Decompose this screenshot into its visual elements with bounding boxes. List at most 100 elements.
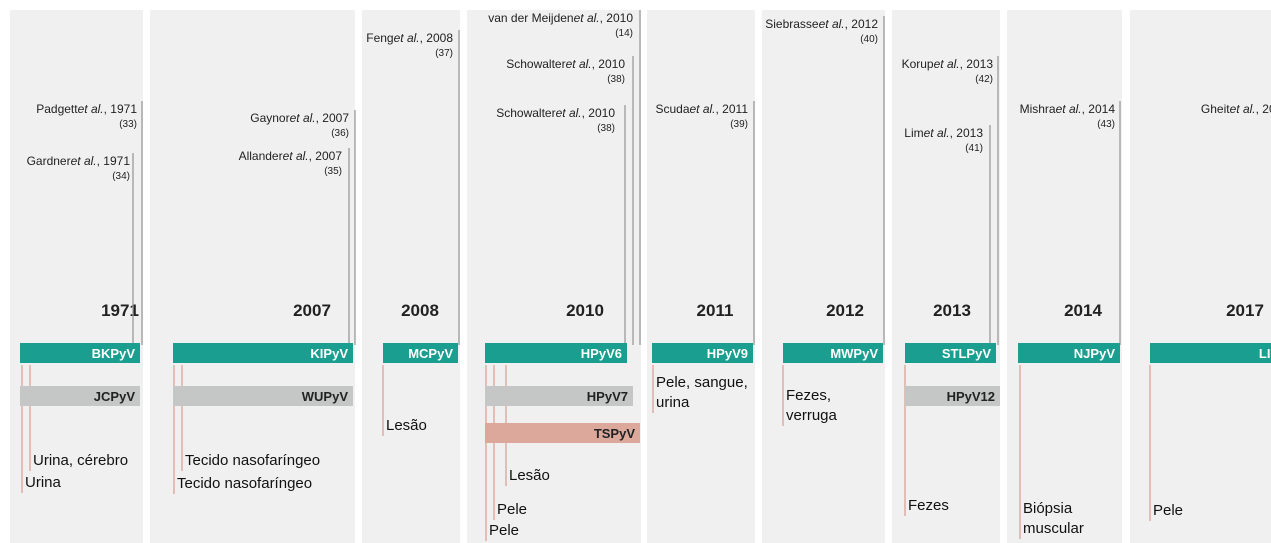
reference: Allanderet al., 2007 (239, 149, 343, 163)
year-label: 2017 (1226, 301, 1264, 320)
reference: Padgettet al., 1971 (36, 102, 137, 116)
ref-etal: et al. (1230, 102, 1256, 116)
ref-year: , 2007 (316, 111, 350, 125)
year-label: 2013 (933, 301, 971, 320)
sample-label: Fezes (908, 497, 949, 514)
virus-label: HPyV7 (587, 389, 628, 404)
sample-label: muscular (1023, 520, 1084, 537)
virus-label: MWPyV (830, 346, 878, 361)
column-bg (892, 10, 1000, 543)
sample-label: Pele (489, 522, 519, 539)
ref-author: Gheit (1201, 102, 1230, 116)
ref-etal: et al. (283, 149, 309, 163)
virus-bar (652, 343, 753, 363)
ref-etal: et al. (71, 154, 97, 168)
virus-bar (485, 386, 633, 406)
ref-year: , 1971 (104, 102, 138, 116)
reference: Gaynoret al., 2007 (250, 111, 349, 125)
virus-bar (905, 386, 1000, 406)
virus-bar (1150, 343, 1271, 363)
virus-label: HPyV6 (581, 346, 622, 361)
ref-author: van der Meijden (488, 11, 573, 25)
reference: Schowalteret al., 2010 (496, 106, 615, 120)
year-label: 2010 (566, 301, 604, 320)
sample-label: Biópsia (1023, 500, 1073, 517)
reference: Siebrasseet al., 2012 (765, 17, 878, 31)
column-bg (1130, 10, 1271, 543)
ref-etal: et al. (566, 57, 592, 71)
ref-number: (38) (607, 74, 625, 85)
virus-label: STLPyV (942, 346, 991, 361)
column-bg (362, 10, 460, 543)
reference: Gardneret al., 1971 (27, 154, 131, 168)
ref-year: , 1971 (97, 154, 131, 168)
ref-etal: et al. (574, 11, 600, 25)
ref-number: (42) (975, 74, 993, 85)
column-bg (467, 10, 641, 543)
ref-author: Scuda (655, 102, 689, 116)
virus-bar (20, 343, 140, 363)
ref-number: (33) (119, 119, 137, 130)
virus-label: JCPyV (94, 389, 136, 404)
ref-year: , 2017 (1256, 102, 1271, 116)
reference: Schowalteret al., 2010 (506, 57, 625, 71)
ref-etal: et al. (1056, 102, 1082, 116)
ref-number: (39) (730, 119, 748, 130)
ref-year: , 2014 (1082, 102, 1116, 116)
ref-author: Gaynor (250, 111, 289, 125)
virus-label: WUPyV (302, 389, 349, 404)
ref-author: Korup (902, 57, 934, 71)
ref-number: (36) (331, 128, 349, 139)
year-label: 2011 (697, 301, 734, 320)
reference: Mishraet al., 2014 (1020, 102, 1116, 116)
ref-number: (38) (597, 123, 615, 134)
year-label: 2014 (1064, 301, 1102, 320)
virus-bar (173, 343, 353, 363)
sample-label: Lesão (386, 417, 427, 434)
ref-year: , 2013 (960, 57, 994, 71)
sample-label: Lesão (509, 467, 550, 484)
ref-etal: et al. (290, 111, 316, 125)
reference: Korupet al., 2013 (902, 57, 994, 71)
sample-label: Urina (25, 474, 62, 491)
ref-author: Allander (239, 149, 283, 163)
column-bg (647, 10, 755, 543)
sample-label: Fezes, (786, 387, 831, 404)
sample-label: Pele (497, 501, 527, 518)
virus-bar (1018, 343, 1120, 363)
ref-year: , 2013 (950, 126, 984, 140)
ref-number: (43) (1097, 119, 1115, 130)
ref-author: Lim (904, 126, 923, 140)
virus-bar (485, 423, 640, 443)
ref-number: (35) (324, 166, 342, 177)
ref-year: , 2010 (582, 106, 616, 120)
ref-number: (41) (965, 143, 983, 154)
ref-year: , 2007 (309, 149, 343, 163)
virus-label: KIPyV (310, 346, 348, 361)
ref-etal: et al. (934, 57, 960, 71)
virus-bar (485, 343, 627, 363)
virus-label: NJPyV (1074, 346, 1116, 361)
ref-author: Mishra (1020, 102, 1056, 116)
ref-author: Schowalter (506, 57, 565, 71)
reference: Scudaet al., 2011 (655, 102, 748, 116)
virus-bar (783, 343, 883, 363)
column-bg (150, 10, 355, 543)
virus-label: TSPyV (594, 426, 636, 441)
ref-year: , 2010 (592, 57, 626, 71)
sample-label: Tecido nasofaríngeo (185, 452, 320, 469)
virus-bar (383, 343, 458, 363)
ref-number: (34) (112, 171, 130, 182)
ref-etal: et al. (819, 17, 845, 31)
virus-bar (905, 343, 996, 363)
ref-etal: et al. (690, 102, 716, 116)
column-bg (10, 10, 143, 543)
year-label: 2012 (826, 301, 864, 320)
virus-label: HPyV9 (707, 346, 748, 361)
virus-bar (20, 386, 140, 406)
ref-etal: et al. (924, 126, 950, 140)
sample-label: Tecido nasofaríngeo (177, 475, 312, 492)
reference: van der Meijdenet al., 2010 (488, 11, 633, 25)
column-bg (762, 10, 885, 543)
